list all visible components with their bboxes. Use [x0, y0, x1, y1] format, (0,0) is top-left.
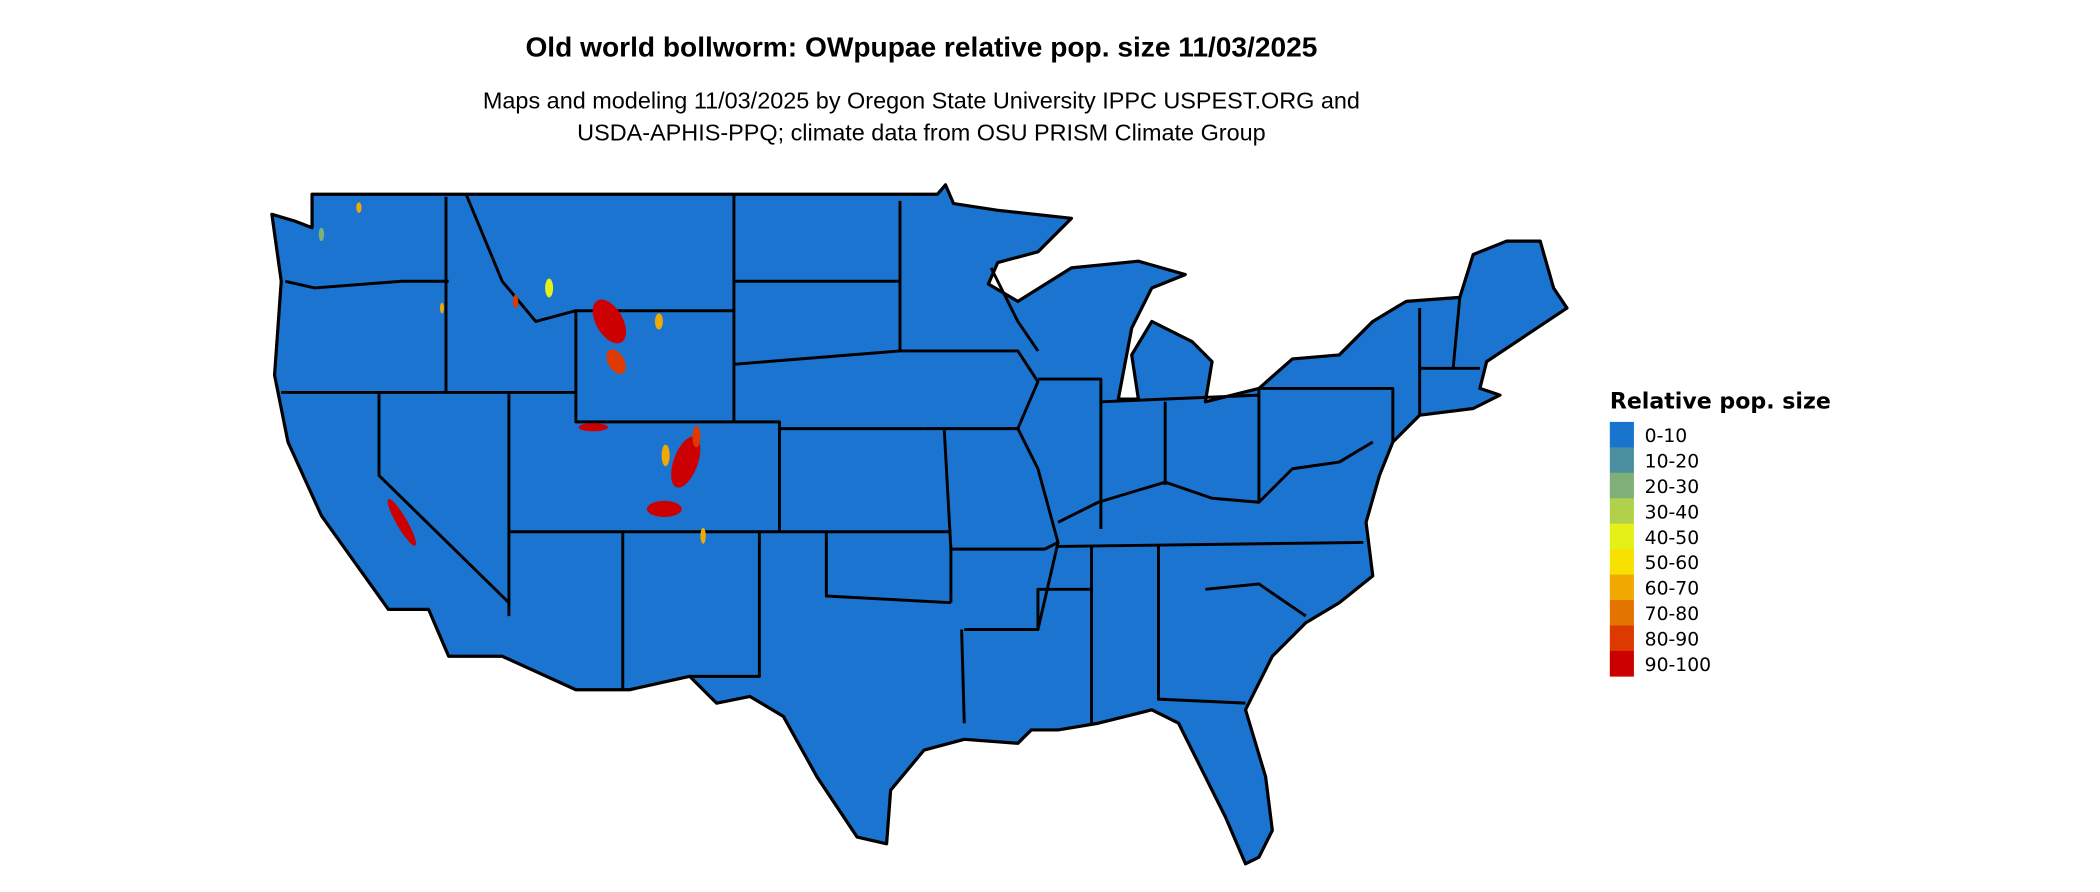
legend-label: 80-90 [1645, 630, 1699, 651]
legend-label: 40-50 [1645, 528, 1699, 549]
legend-label: 60-70 [1645, 579, 1699, 600]
us-outline [270, 183, 1569, 866]
map-subtitle-line-2: USDA-APHIS-PPQ; climate data from OSU PR… [577, 120, 1266, 146]
legend-label: 20-30 [1645, 477, 1699, 498]
legend-swatch [1609, 472, 1634, 499]
legend-label: 30-40 [1645, 502, 1699, 523]
legend-swatch [1609, 549, 1634, 575]
legend-swatch [1609, 447, 1634, 474]
legend-label: 70-80 [1645, 604, 1699, 625]
legend-label: 10-20 [1645, 451, 1699, 472]
legend-swatch [1609, 650, 1634, 677]
legend-label: 50-60 [1645, 553, 1699, 574]
legend-label: 90-100 [1645, 655, 1711, 676]
map-subtitle-line-1: Maps and modeling 11/03/2025 by Oregon S… [483, 88, 1360, 114]
high-population-areas [318, 202, 706, 546]
legend-swatch [1609, 523, 1634, 550]
legend-title: Relative pop. size [1610, 389, 1831, 415]
legend-swatch [1609, 421, 1634, 448]
legend-swatch [1609, 498, 1634, 524]
legend-swatch [1609, 625, 1634, 652]
legend-swatch [1609, 600, 1634, 626]
legend-label: 0-10 [1645, 426, 1688, 447]
map-title: Old world bollworm: OWpupae relative pop… [525, 31, 1317, 62]
legend-swatch [1609, 574, 1634, 601]
us-map [270, 183, 1569, 866]
legend: Relative pop. size 0-10 10-20 20-30 30-40 40… [1609, 389, 1831, 677]
state-borders [281, 193, 1480, 724]
